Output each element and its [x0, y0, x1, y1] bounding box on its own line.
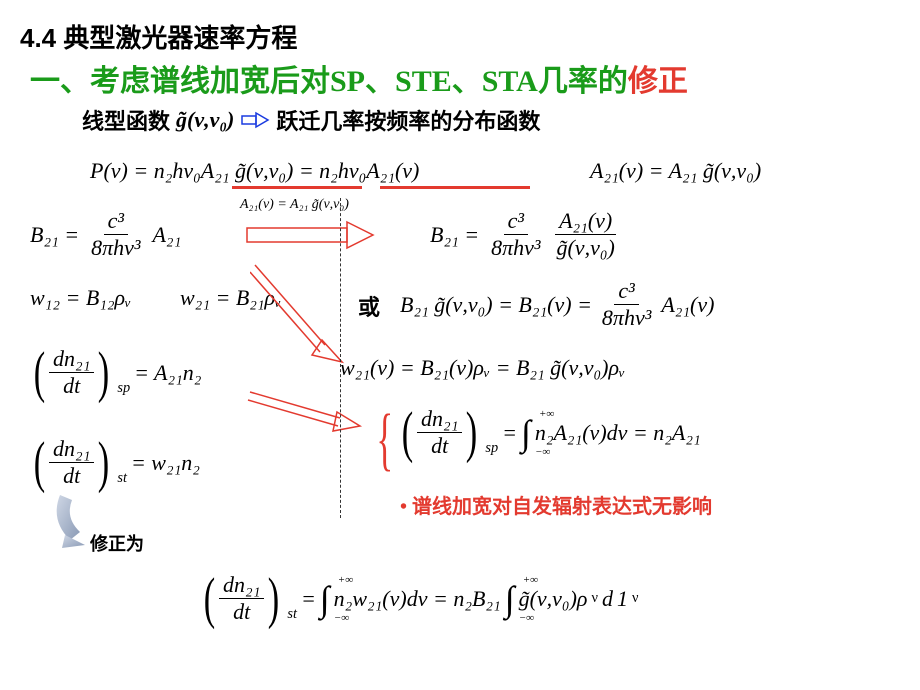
- eq-dnst: dn₂₁ dt st = w₂₁n₂: [30, 438, 200, 487]
- sub-sp: sp: [485, 440, 498, 457]
- frac-icon: c³ 8πhν³: [87, 210, 144, 259]
- underline-icon: [232, 186, 362, 189]
- eq-dnsp-rhs: = A₂₁n₂: [134, 360, 201, 386]
- eq-part: =: [502, 420, 517, 446]
- frac-den: dt: [59, 463, 84, 487]
- frac-den: dt: [229, 599, 254, 623]
- sub-st: st: [287, 606, 297, 623]
- sub-heading: 一、考虑谱线加宽后对SP、STE、STA几率的修正: [30, 56, 688, 100]
- lim-hi: +∞: [539, 408, 554, 420]
- eq-B21-right: B₂₁ = c³ 8πhν³ A₂₁(ν) g̃(ν,ν₀): [430, 210, 619, 259]
- eq-B21g-lhs: B₂₁ g̃(ν,ν₀) = B₂₁(ν) =: [400, 292, 592, 318]
- eq-part: d: [602, 586, 613, 612]
- frac-num: c³: [614, 280, 638, 305]
- note-sp: • 谱线加宽对自发辐射表达式无影响: [400, 490, 712, 519]
- frac-icon: c³ 8πhν³: [487, 210, 544, 259]
- arrow-right-icon: [245, 220, 375, 250]
- frac-num: dn₂₁: [49, 438, 94, 463]
- integral-icon: ∫ +∞ −∞: [505, 578, 515, 620]
- frac-num: c³: [104, 210, 128, 235]
- section-title-text: 典型激光器速率方程: [63, 23, 297, 53]
- eq-dnsp-big: dn₂₁ dt sp = ∫ +∞ −∞ n₂A₂₁(ν)dν = n₂A₂₁: [398, 408, 701, 457]
- frac-num: dn₂₁: [49, 348, 94, 373]
- frac-den: 8πhν³: [87, 235, 144, 259]
- note-text: 谱线加宽对自发辐射表达式无影响: [412, 496, 712, 518]
- brace-icon: {: [376, 400, 393, 480]
- frac-den: 8πhν³: [598, 305, 655, 329]
- paren-icon: dn₂₁ dt: [30, 348, 113, 397]
- arrow-diag-icon: [250, 260, 350, 370]
- paren-icon: dn₂₁ dt: [30, 438, 113, 487]
- bullet-icon: •: [400, 496, 407, 518]
- arrow-right-icon: [240, 109, 270, 131]
- dash-divider-icon: [340, 198, 341, 518]
- lineshape-label: 线型函数: [82, 104, 170, 136]
- eq-w21v: w₂₁(ν) = B₂₁(ν)ρᵥ = B₂₁ g̃(ν,ν₀)ρᵥ: [340, 355, 625, 381]
- eq-B21-left: B₂₁ = c³ 8πhν³ A₂₁: [30, 210, 181, 259]
- eq-A21v: A₂₁(ν) = A₂₁ g̃(ν,ν₀): [590, 158, 761, 184]
- integral-icon: ∫ +∞ −∞: [521, 412, 531, 454]
- frac-num: c³: [504, 210, 528, 235]
- lim-lo: −∞: [334, 612, 349, 624]
- eq-B21-lhs: B₂₁ =: [30, 222, 79, 248]
- frac-icon: dn₂₁ dt: [219, 574, 264, 623]
- sub-heading-em: 修正: [628, 65, 688, 98]
- sub-st: st: [117, 470, 127, 487]
- frac-den: 8πhν³: [487, 235, 544, 259]
- integral-icon: ∫ +∞ −∞: [320, 578, 330, 620]
- frac-num: A₂₁(ν): [555, 210, 616, 235]
- sub-heading-main: 考虑谱线加宽后对SP、STE、STA几率的: [90, 65, 628, 98]
- section-number: 4.4: [20, 23, 56, 53]
- arrow-diag-icon: [245, 386, 365, 436]
- lim-hi: +∞: [338, 574, 353, 586]
- eq-dnsp: dn₂₁ dt sp = A₂₁n₂: [30, 348, 201, 397]
- eq-B21-2-lhs: B₂₁ =: [430, 222, 479, 248]
- sub-heading-prefix: 一、: [30, 65, 90, 98]
- frac-den: dt: [427, 433, 452, 457]
- frac-num: dn₂₁: [417, 408, 462, 433]
- frac-icon: dn₂₁ dt: [417, 408, 462, 457]
- g-tilde-expr: g̃(ν,ν₀): [176, 107, 234, 133]
- frac-den: g̃(ν,ν₀): [552, 235, 618, 259]
- frac-den: dt: [59, 373, 84, 397]
- transition-label: 跃迁几率按频率的分布函数: [276, 104, 540, 136]
- eq-part: 1: [617, 586, 628, 612]
- sub-sp: sp: [117, 380, 130, 397]
- eq-part: n₂A₂₁(ν)dν = n₂A₂₁: [535, 420, 701, 446]
- eq-dnst-big: dn₂₁ dt st = ∫ +∞ −∞ n₂w₂₁(ν)dν = n₂B₂₁ …: [200, 574, 638, 623]
- eq-part: g̃(ν,ν₀)ρ: [519, 586, 588, 612]
- lineshape-row: 线型函数 g̃(ν,ν₀) 跃迁几率按频率的分布函数: [82, 104, 540, 136]
- sub-v: ν: [632, 590, 638, 607]
- sub-v: ν: [591, 590, 597, 607]
- note-mod: 修正为: [90, 530, 144, 556]
- paren-icon: dn₂₁ dt: [200, 574, 283, 623]
- frac-num: dn₂₁: [219, 574, 264, 599]
- underline-icon: [380, 186, 530, 189]
- eq-B21g-rhs: A₂₁(ν): [661, 292, 714, 318]
- lim-lo: −∞: [535, 446, 550, 458]
- frac-icon: dn₂₁ dt: [49, 348, 94, 397]
- frac-icon: c³ 8πhν³: [598, 280, 655, 329]
- frac-icon: dn₂₁ dt: [49, 438, 94, 487]
- frac-icon: A₂₁(ν) g̃(ν,ν₀): [552, 210, 618, 259]
- eq-part: n₂w₂₁(ν)dν = n₂B₂₁: [334, 586, 501, 612]
- eq-dnst-rhs: = w₂₁n₂: [131, 450, 200, 476]
- eq-part: =: [301, 586, 316, 612]
- section-title: 4.4 典型激光器速率方程: [20, 18, 297, 55]
- eq-P: P(ν) = n₂hν₀A₂₁ g̃(ν,ν₀) = n₂hν₀A₂₁(ν): [90, 158, 419, 184]
- paren-icon: dn₂₁ dt: [398, 408, 481, 457]
- eq-B21g: B₂₁ g̃(ν,ν₀) = B₂₁(ν) = c³ 8πhν³ A₂₁(ν): [400, 280, 714, 329]
- lim-lo: −∞: [519, 612, 534, 624]
- lim-hi: +∞: [523, 574, 538, 586]
- eq-A21v-small: A₂₁(ν) = A₂₁ g̃(ν,ν₀): [240, 197, 349, 213]
- eq-w12: w₁₂ = B₁₂ρᵥ: [30, 285, 131, 311]
- or-label: 或: [358, 290, 380, 322]
- eq-B21-rhs: A₂₁: [152, 222, 181, 248]
